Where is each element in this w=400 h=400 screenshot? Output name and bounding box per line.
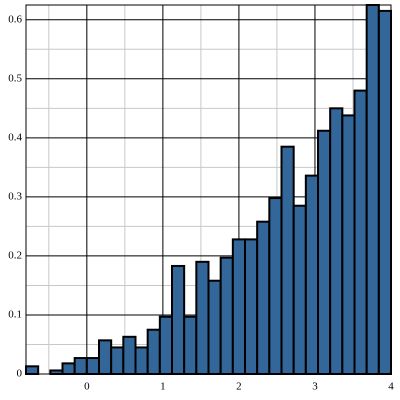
x-tick-label: 3 [312, 381, 318, 393]
bar [365, 4, 380, 375]
bar [268, 197, 283, 375]
bar [146, 328, 161, 375]
y-tick-label: 0.5 [8, 72, 22, 84]
plot-frame [25, 4, 392, 375]
bar [183, 315, 198, 375]
y-tick-label: 0.6 [8, 13, 22, 25]
bar [158, 315, 173, 375]
bar [110, 346, 125, 376]
x-tick-label: 2 [236, 381, 242, 393]
bar [73, 357, 88, 376]
bar [317, 129, 332, 375]
bar [134, 346, 149, 376]
y-tick-label: 0.4 [8, 131, 22, 143]
bar [341, 114, 356, 376]
bar [292, 204, 307, 375]
bar [244, 238, 259, 375]
y-tick-label: 0.1 [8, 308, 22, 320]
bar [219, 256, 234, 375]
y-tick-label: 0 [17, 368, 23, 380]
bar [171, 264, 186, 375]
bar [195, 260, 210, 376]
x-tick-label: 0 [84, 381, 90, 393]
x-tick-label: 4 [388, 381, 394, 393]
bar [256, 220, 271, 375]
bar [207, 279, 222, 375]
bar [377, 9, 393, 376]
bar [329, 107, 344, 375]
bar [85, 357, 101, 376]
bar [25, 365, 40, 375]
bar [49, 369, 64, 376]
y-tick-label: 0.3 [8, 190, 22, 202]
x-tick-label: 1 [160, 381, 166, 393]
bar [98, 339, 113, 375]
bar [122, 335, 137, 376]
bar [280, 145, 295, 375]
bar [231, 238, 246, 375]
bar [61, 362, 76, 376]
bar [353, 89, 368, 375]
bar [304, 174, 320, 375]
y-tick-label: 0.2 [8, 249, 22, 261]
